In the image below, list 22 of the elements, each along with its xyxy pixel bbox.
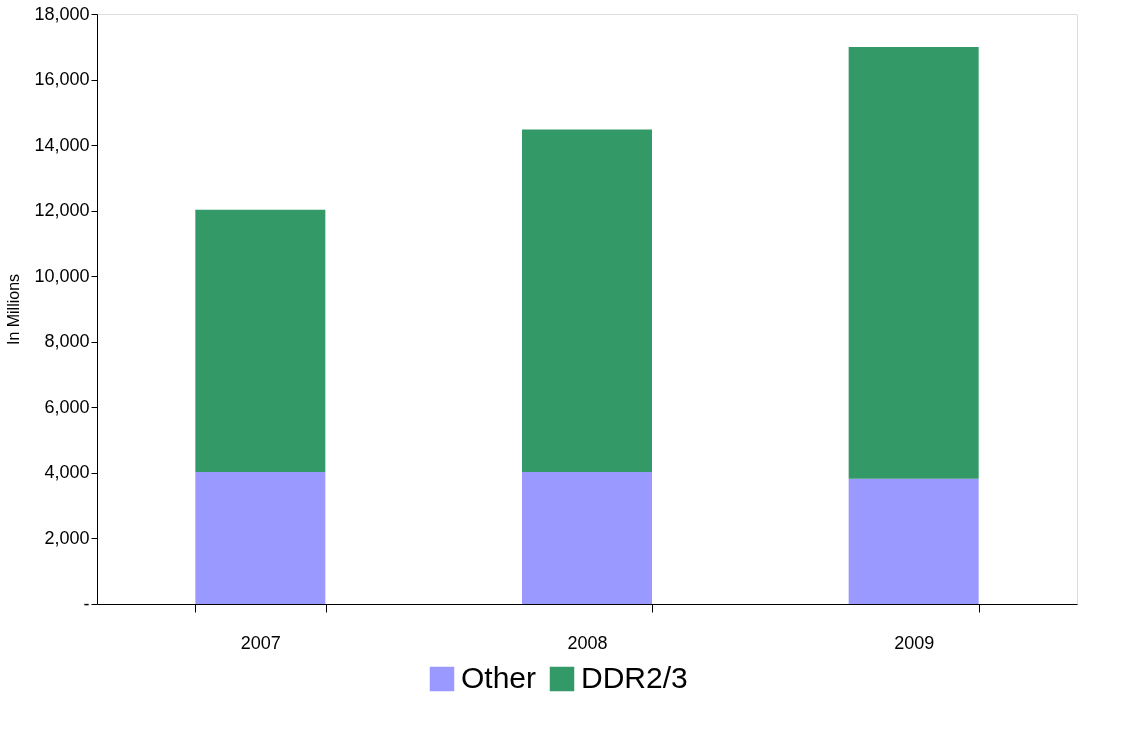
y-tick-label: 10,000 — [34, 265, 90, 286]
legend-label: Other — [461, 661, 537, 694]
y-tick-label: 4,000 — [44, 462, 90, 483]
y-tick-label: 2,000 — [44, 527, 90, 548]
y-axis-title: In Millions — [5, 273, 23, 346]
y-tick-label: 16,000 — [34, 69, 90, 90]
x-tick-label: 2007 — [240, 632, 281, 653]
legend-label: DDR2/3 — [581, 661, 688, 694]
bar — [195, 471, 326, 604]
y-tick-label: 14,000 — [34, 134, 90, 155]
bar — [195, 209, 326, 472]
y-tick-label: 12,000 — [34, 200, 90, 221]
x-tick-label: 2009 — [894, 632, 935, 653]
bar — [522, 129, 652, 472]
y-tick-label: 6,000 — [44, 396, 90, 417]
y-tick-label: 18,000 — [34, 3, 90, 24]
bar — [522, 471, 652, 604]
x-tick-label: 2008 — [567, 632, 608, 653]
y-tick-label: - — [83, 593, 90, 614]
y-tick-label: 8,000 — [44, 331, 90, 352]
bar — [848, 478, 979, 604]
bar — [848, 47, 979, 479]
